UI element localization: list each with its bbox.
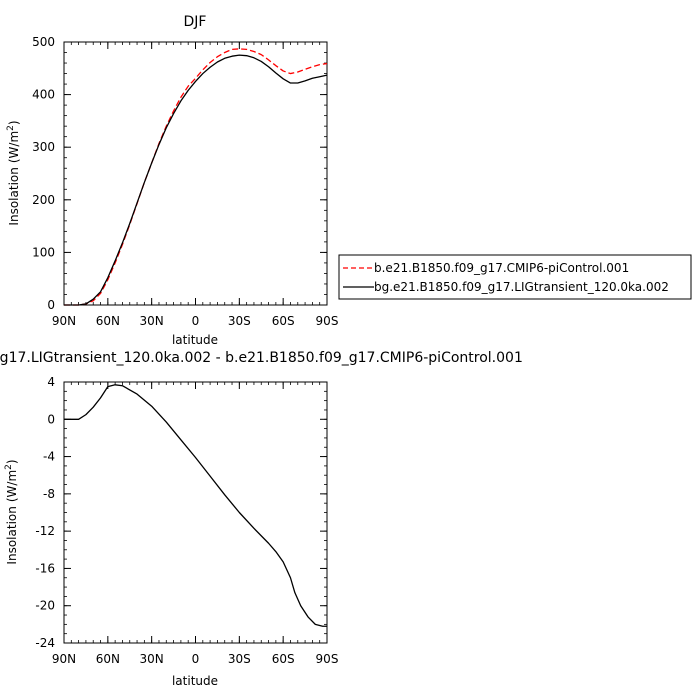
bottom-panel: bg.e21.B1850.f09_g17.LIGtransient_120.0k…: [0, 350, 523, 688]
bottom-y-tick-label: 0: [47, 412, 55, 426]
bottom-x-tick-label: 30N: [140, 652, 164, 666]
bottom-y-tick-label: -20: [35, 599, 55, 613]
top-y-axis-label-close: ): [7, 120, 21, 125]
top-x-tick-label: 90S: [316, 314, 339, 328]
top-plot-area: 90N 60N 30N 0 30S 60S 90S 0 100 200 300 400 500: [32, 35, 338, 328]
bottom-x-tick-label: 60S: [272, 652, 295, 666]
bottom-x-tick-label: 90S: [316, 652, 339, 666]
legend-label-ligtransient: bg.e21.B1850.f09_g17.LIGtransient_120.0k…: [374, 280, 669, 294]
top-x-tick-label: 30N: [140, 314, 164, 328]
bottom-y-axis-label-units: (W/m: [5, 470, 19, 502]
top-y-axis-label: Insolation (W/m2): [6, 120, 21, 225]
bottom-y-tick-label: -16: [35, 561, 55, 575]
top-series-line-1: [64, 54, 328, 306]
bottom-plot-frame: [63, 381, 328, 644]
bottom-x-tick-label: 0: [192, 652, 200, 666]
top-x-tick-label: 90N: [52, 314, 76, 328]
top-x-tick-label: 30S: [228, 314, 251, 328]
bottom-y-axis-label-exponent: 2: [4, 464, 14, 470]
top-series-line-0: [64, 48, 328, 306]
legend-label-picontrol: b.e21.B1850.f09_g17.CMIP6-piControl.001: [374, 261, 629, 275]
top-y-axis-label-name: Insolation: [7, 167, 21, 225]
top-y-tick-label: 400: [32, 88, 55, 102]
top-x-tick-label: 60N: [96, 314, 120, 328]
top-chart-title: DJF: [184, 14, 207, 30]
bottom-y-axis-label: Insolation (W/m2): [4, 459, 19, 564]
bottom-plot-area: 90N 60N 30N 0 30S 60S 90S -24 -20 -16 -12 -8 -4 0 4: [35, 375, 338, 666]
top-y-axis-label-units: (W/m: [7, 131, 21, 163]
bottom-x-tick-label: 60N: [96, 652, 120, 666]
top-y-tick-label: 500: [32, 35, 55, 49]
legend: b.e21.B1850.f09_g17.CMIP6-piControl.001 …: [338, 254, 692, 300]
top-y-tick-label: 200: [32, 193, 55, 207]
top-x-axis-label: latitude: [172, 333, 218, 347]
bottom-y-tick-label: 4: [47, 375, 55, 389]
bottom-y-tick-label: -24: [35, 636, 55, 650]
top-y-tick-label: 0: [47, 298, 55, 312]
bottom-x-axis-label: latitude: [172, 674, 218, 688]
top-panel: DJF 90N 60N 30N 0 30S 60S 90S0100200300400500 …: [6, 14, 692, 347]
top-x-tick-label: 0: [192, 314, 200, 328]
top-y-tick-label: 100: [32, 245, 55, 259]
bottom-x-tick-label: 30S: [228, 652, 251, 666]
top-x-tick-label: 60S: [272, 314, 295, 328]
bottom-chart-title: bg.e21.B1850.f09_g17.LIGtransient_120.0k…: [0, 350, 523, 366]
bottom-y-tick-label: -4: [43, 450, 55, 464]
bottom-x-tick-label: 90N: [52, 652, 76, 666]
bottom-y-axis-label-name: Insolation: [5, 506, 19, 564]
legend-box: [338, 254, 692, 300]
top-y-tick-label: 300: [32, 140, 55, 154]
top-y-axis-label-exponent: 2: [6, 125, 16, 131]
bottom-y-axis-label-close: ): [5, 459, 19, 464]
bottom-series-line-0: [64, 384, 327, 627]
bottom-y-tick-label: -8: [43, 487, 55, 501]
bottom-y-tick-label: -12: [35, 524, 55, 538]
